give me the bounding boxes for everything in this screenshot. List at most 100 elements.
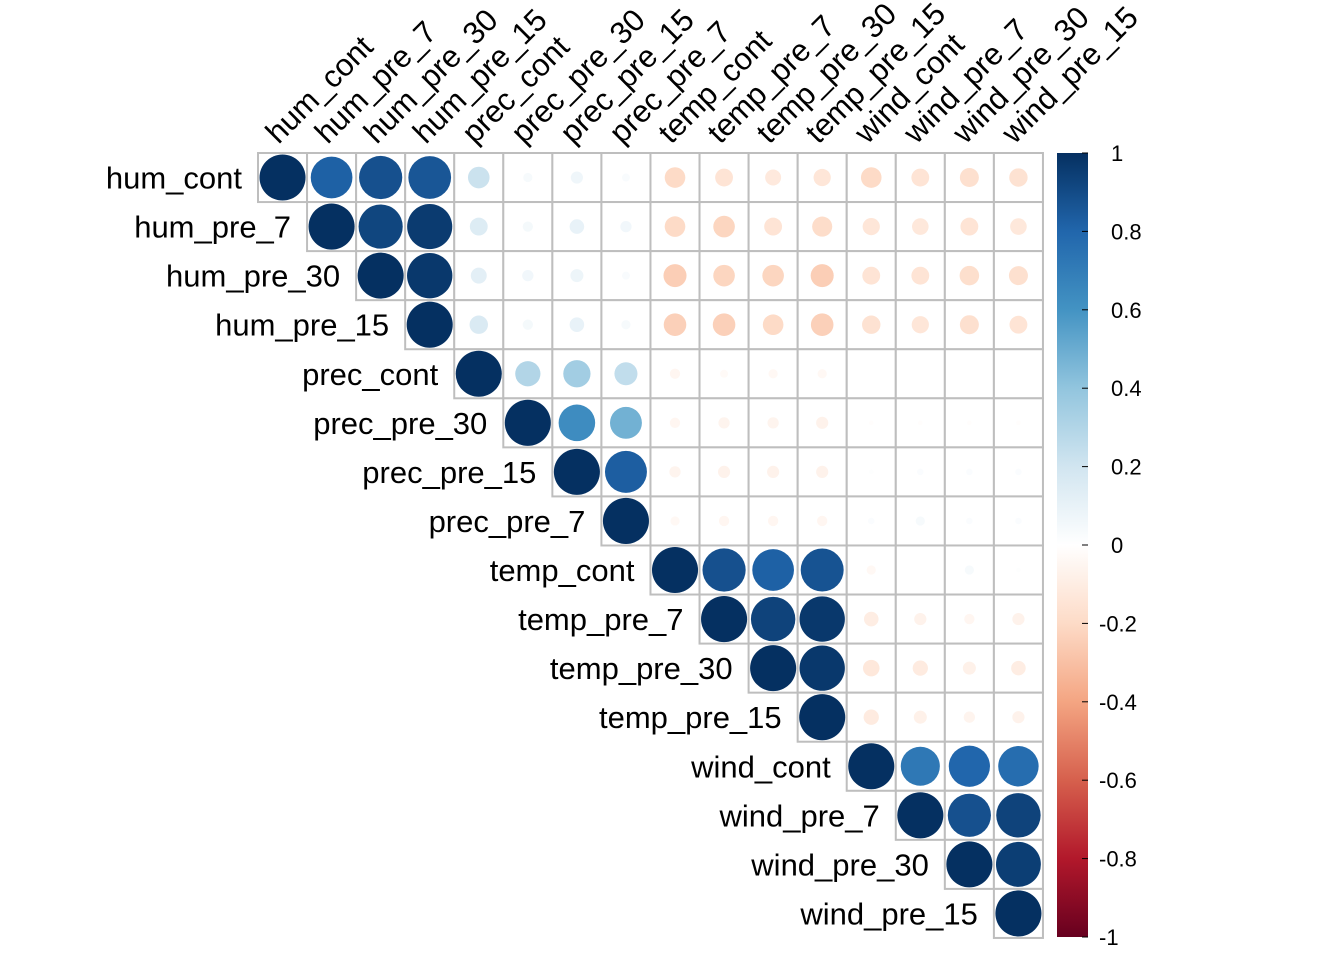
correlation-circle <box>948 745 990 787</box>
correlation-circle <box>963 711 976 723</box>
correlation-circle <box>900 746 940 786</box>
correlation-circle <box>964 613 975 625</box>
correlation-circle <box>964 565 974 575</box>
legend-tick-label: 0 <box>1111 533 1123 558</box>
legend-tick-label: 0.6 <box>1111 298 1142 323</box>
correlation-circle <box>812 216 833 237</box>
correlation-circle <box>310 156 353 199</box>
correlation-circle <box>767 417 779 429</box>
correlation-circle <box>553 448 600 495</box>
row-label: wind_pre_7 <box>718 798 879 833</box>
correlation-circle <box>712 313 736 336</box>
row-label: hum_pre_30 <box>166 259 340 294</box>
correlation-circle <box>897 792 944 839</box>
correlation-circle <box>863 611 879 627</box>
correlation-circle <box>868 420 874 426</box>
correlation-cell <box>600 152 652 204</box>
correlation-circle <box>764 217 783 236</box>
correlation-circle <box>996 793 1041 838</box>
correlation-circle <box>664 216 686 237</box>
correlation-circle <box>663 313 687 336</box>
correlation-circle <box>816 465 829 478</box>
correlation-circle <box>1016 420 1021 426</box>
row-label: hum_pre_7 <box>134 210 291 245</box>
correlation-circle <box>1010 218 1027 235</box>
correlation-circle <box>359 155 403 200</box>
correlation-circle <box>813 168 831 187</box>
correlation-circle <box>1016 567 1021 573</box>
row-label: prec_pre_7 <box>429 504 586 539</box>
legend-tick-label: 0.4 <box>1111 376 1142 401</box>
correlation-circle <box>523 172 533 183</box>
correlation-circle <box>718 515 730 527</box>
correlation-circle <box>718 417 730 429</box>
row-label: wind_pre_15 <box>799 896 978 931</box>
correlation-circle <box>768 369 778 379</box>
correlation-circle <box>455 350 502 397</box>
correlation-circle <box>866 565 876 575</box>
correlation-cell <box>894 544 946 596</box>
correlation-circle <box>995 890 1042 937</box>
correlation-circle <box>962 661 976 675</box>
correlation-circle <box>765 169 782 186</box>
row-label: prec_pre_15 <box>362 455 536 490</box>
correlation-circle <box>1008 266 1028 286</box>
correlation-circle <box>947 793 991 837</box>
correlation-cell <box>551 201 603 253</box>
row-label: wind_pre_30 <box>750 847 929 882</box>
correlation-circle <box>752 549 794 591</box>
correlation-circle <box>670 516 680 526</box>
correlation-cell <box>943 348 995 400</box>
correlation-circle <box>959 265 980 286</box>
correlation-circle <box>911 316 929 334</box>
correlation-circle <box>762 264 784 287</box>
correlation-circle <box>569 317 585 332</box>
correlation-circle <box>810 313 834 336</box>
correlation-circle <box>1009 315 1028 334</box>
correlation-circle <box>407 252 453 299</box>
correlation-circle <box>504 399 551 446</box>
legend-tick-label: 1 <box>1111 141 1123 166</box>
correlation-circle <box>913 710 927 724</box>
correlation-circle <box>717 465 731 478</box>
correlation-circle <box>862 266 881 285</box>
correlation-circle <box>912 218 929 235</box>
correlation-circle <box>960 217 979 236</box>
correlation-circle <box>522 270 534 282</box>
correlation-circle <box>621 173 630 182</box>
correlation-circle <box>799 596 845 642</box>
correlation-cell <box>992 348 1044 400</box>
correlation-circle <box>918 420 923 426</box>
correlation-circle <box>620 220 632 233</box>
row-label: wind_cont <box>690 749 831 784</box>
correlation-circle <box>767 465 780 478</box>
legend-tick-label: -0.2 <box>1099 611 1137 636</box>
correlation-circle <box>467 166 490 189</box>
correlation-circle <box>715 168 733 187</box>
correlation-circle <box>308 203 355 250</box>
correlation-circle <box>917 468 924 476</box>
correlation-circle <box>669 466 681 478</box>
correlation-circle <box>966 468 973 476</box>
correlation-circle <box>702 548 746 592</box>
legend-tick-label: -0.8 <box>1099 847 1137 872</box>
correlation-circle <box>570 269 584 283</box>
correlation-circle <box>563 360 591 388</box>
correlation-circle <box>515 361 541 387</box>
correlation-circle <box>1012 711 1025 724</box>
correlation-circle <box>767 515 779 527</box>
correlation-circle <box>713 215 735 238</box>
legend-tick-label: 0.8 <box>1111 219 1142 244</box>
correlation-circle <box>998 746 1039 787</box>
correlation-circle <box>799 645 845 691</box>
correlation-circle <box>848 743 895 790</box>
correlation-circle <box>569 219 585 234</box>
correlation-circle <box>966 517 973 525</box>
correlation-circle <box>570 171 583 184</box>
correlation-circle <box>664 167 686 188</box>
correlation-circle <box>651 546 699 594</box>
correlation-circle <box>663 264 687 288</box>
correlation-circle <box>862 659 880 677</box>
correlation-circle <box>604 450 647 493</box>
